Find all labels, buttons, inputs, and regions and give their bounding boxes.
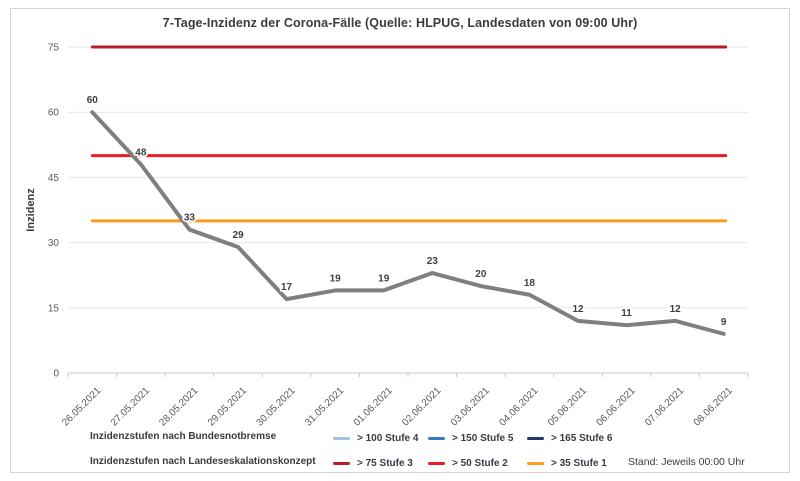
- legend-item-stufe3: > 75 Stufe 3: [333, 455, 413, 471]
- data-point-label: 18: [524, 278, 536, 289]
- x-tick-label: 27.05.2021: [109, 385, 152, 428]
- data-point-label: 60: [87, 95, 99, 106]
- data-point-label: 17: [281, 282, 293, 293]
- data-point-label: 19: [330, 273, 342, 284]
- legend-item-stufe2: > 50 Stufe 2: [428, 455, 508, 471]
- line-swatch-icon: [333, 461, 350, 465]
- y-axis-title: Inzidenz: [25, 188, 37, 232]
- chart-title: 7-Tage-Inzidenz der Corona-Fälle (Quelle…: [162, 16, 638, 30]
- legend-row-label: Inzidenzstufen nach Landeseskalationskon…: [90, 456, 316, 467]
- line-swatch-icon: [527, 461, 544, 465]
- y-tick-label: 0: [53, 369, 59, 380]
- legend-item-stufe1: > 35 Stufe 1: [527, 455, 607, 471]
- y-tick-label: 75: [48, 43, 60, 54]
- x-tick-label: 06.06.2021: [595, 385, 638, 428]
- legend-item-label: > 100 Stufe 4: [357, 432, 419, 444]
- data-point-label: 20: [475, 269, 487, 280]
- data-point-label: 23: [427, 256, 439, 267]
- series-line: [90, 110, 726, 336]
- data-point-label: 19: [378, 273, 390, 284]
- data-point-label: 29: [232, 230, 244, 241]
- line-swatch-icon: [527, 436, 544, 440]
- legend-item-label: > 150 Stufe 5: [452, 432, 514, 444]
- x-tick-label: 03.06.2021: [449, 385, 492, 428]
- data-point-label: 11: [621, 308, 632, 319]
- line-swatch-icon: [333, 436, 350, 440]
- x-tick-label: 05.06.2021: [546, 385, 589, 428]
- legend-item-stufe4: > 100 Stufe 4: [333, 430, 418, 446]
- y-tick-label: 15: [48, 303, 60, 314]
- x-tick-label: 30.05.2021: [255, 385, 298, 428]
- legend-item-label: > 35 Stufe 1: [551, 457, 607, 469]
- legend-row-bundesnotbremse: Inzidenzstufen nach Bundesnotbremse > 10…: [0, 430, 800, 446]
- x-tick-label: 07.06.2021: [643, 385, 686, 428]
- legend-item-label: > 165 Stufe 6: [551, 432, 613, 444]
- data-point-label: 12: [572, 304, 584, 315]
- x-tick-label: 02.06.2021: [400, 385, 443, 428]
- y-tick-label: 45: [48, 173, 60, 184]
- legend-item-label: > 50 Stufe 2: [452, 457, 508, 469]
- data-point-label: 48: [135, 147, 147, 158]
- line-swatch-icon: [428, 461, 445, 465]
- legend-item-label: > 75 Stufe 3: [357, 457, 413, 469]
- y-tick-label: 60: [48, 108, 60, 119]
- data-point-label: 9: [721, 317, 727, 328]
- line-swatch-icon: [428, 436, 445, 440]
- legend-item-stufe5: > 150 Stufe 5: [428, 430, 513, 446]
- x-tick-label: 31.05.2021: [303, 385, 346, 428]
- legend-item-stufe6: > 165 Stufe 6: [527, 430, 612, 446]
- x-tick-label: 01.06.2021: [352, 385, 395, 428]
- x-tick-label: 28.05.2021: [157, 385, 200, 428]
- data-point-label: 33: [184, 213, 196, 224]
- chart-border-frame: [10, 8, 790, 473]
- x-tick-label: 29.05.2021: [206, 385, 249, 428]
- x-tick-label: 04.06.2021: [497, 385, 540, 428]
- data-point-label: 12: [670, 304, 682, 315]
- x-tick-label: 08.06.2021: [692, 385, 735, 428]
- y-tick-label: 30: [48, 238, 60, 249]
- stand-timestamp-label: Stand: Jeweils 00:00 Uhr: [628, 456, 745, 468]
- x-tick-label: 26.05.2021: [60, 385, 103, 428]
- legend-row-label: Inzidenzstufen nach Bundesnotbremse: [90, 431, 277, 442]
- legend-row-landeseskalationskonzept: Inzidenzstufen nach Landeseskalationskon…: [0, 455, 800, 471]
